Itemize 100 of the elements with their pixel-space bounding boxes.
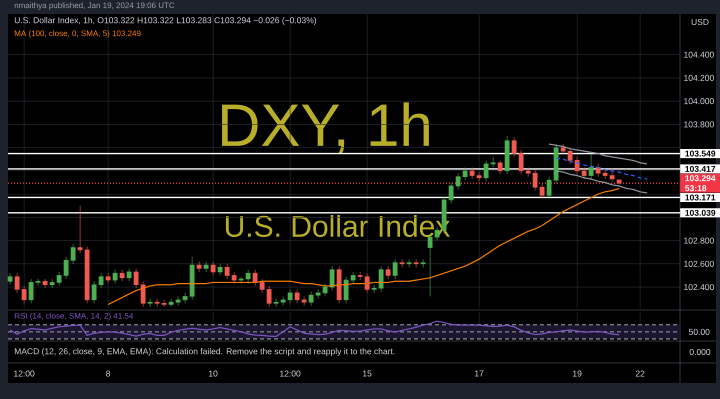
candlestick — [78, 205, 82, 254]
candlestick — [470, 167, 475, 180]
candlestick — [336, 266, 342, 304]
text: MA (100, close, 0, SMA, 5) — [14, 30, 110, 38]
candlestick — [414, 258, 419, 268]
candlestick — [246, 269, 250, 284]
y-tick-label: 104.400 — [684, 52, 714, 58]
candlestick — [302, 296, 307, 306]
candlestick — [64, 256, 68, 280]
line-series — [556, 170, 648, 194]
candlestick — [560, 144, 566, 155]
candlestick — [512, 136, 517, 158]
candlestick — [84, 246, 90, 304]
x-tick-label: 15 — [363, 370, 372, 376]
candlestick — [588, 153, 594, 180]
candlestick — [316, 289, 321, 299]
x-tick-label: 8 — [106, 370, 110, 377]
candlestick — [154, 298, 160, 308]
candlestick — [98, 272, 104, 289]
candlestick — [280, 296, 286, 306]
candlestick — [8, 272, 12, 286]
candlestick — [330, 266, 334, 291]
candlestick — [540, 183, 545, 200]
ref-line-label: 103.549 — [685, 150, 716, 157]
ref-line-label: 103.294 — [685, 175, 716, 182]
candlestick — [386, 266, 391, 280]
candlestick — [14, 272, 20, 294]
candlestick — [120, 269, 125, 282]
candlestick — [28, 278, 34, 304]
ref-line-label: 103.171 — [685, 194, 716, 200]
candlestick — [112, 269, 118, 284]
x-tick-label: 12:00 — [280, 370, 300, 377]
text: 53:18 — [685, 185, 706, 192]
candlestick — [596, 164, 601, 177]
text: MACD (12, 26, close, 9, EMA, EMA): Calculation failed. Remove the script and reapply it to the chart. — [14, 348, 394, 356]
candlestick — [358, 272, 363, 280]
candlestick — [378, 266, 384, 292]
candlestick — [148, 298, 152, 308]
text: DXY, 1h — [222, 102, 429, 154]
candlestick — [210, 261, 216, 276]
series-label: RSI (14, close, SMA, 14, 2) — [14, 312, 111, 320]
candlestick — [554, 144, 558, 184]
candlestick — [350, 272, 356, 284]
candlestick — [190, 256, 194, 300]
candlestick — [252, 269, 258, 286]
candlestick — [126, 268, 132, 282]
candlestick — [532, 169, 538, 191]
candlestick — [420, 258, 426, 268]
candlestick — [56, 272, 62, 286]
candlestick — [196, 261, 202, 272]
candlestick — [574, 156, 580, 175]
y-tick-label: 103.800 — [684, 121, 714, 128]
candlestick — [70, 244, 76, 264]
candlestick — [218, 264, 222, 276]
candlestick — [238, 276, 244, 284]
text: 41.54 — [114, 313, 134, 319]
candlestick — [322, 283, 328, 297]
candlestick — [582, 167, 587, 180]
candlestick — [462, 167, 468, 180]
candlestick — [518, 150, 524, 175]
candlestick — [224, 264, 230, 280]
candlestick — [406, 258, 412, 268]
candlestick — [504, 136, 510, 175]
x-tick-label: 22 — [636, 370, 644, 376]
candlestick — [260, 278, 264, 294]
candlestick — [36, 278, 40, 286]
ref-line-label: 103.417 — [685, 166, 716, 172]
candlestick — [106, 272, 110, 284]
x-tick-label: 19 — [573, 370, 582, 377]
y-tick-label: 104.200 — [684, 74, 714, 81]
candlestick — [134, 268, 138, 289]
text: 0.000 — [690, 348, 710, 356]
x-tick-label: 10 — [209, 370, 218, 377]
candlestick — [602, 169, 608, 180]
y-tick-label: 102.800 — [684, 238, 714, 244]
candlestick — [50, 278, 54, 289]
candlestick — [22, 286, 26, 304]
candlestick — [448, 182, 454, 204]
candlestick — [610, 168, 615, 182]
candlestick — [232, 272, 237, 284]
y-axis-title: USD — [692, 18, 709, 25]
y-tick-label: 102.600 — [684, 260, 714, 267]
candlestick — [92, 280, 96, 304]
candlestick — [168, 298, 174, 308]
candlestick — [568, 147, 573, 164]
candlestick — [176, 296, 180, 306]
candlestick — [288, 289, 292, 304]
y-tick-label: 102.400 — [684, 284, 714, 290]
x-tick-label: 12:00 — [14, 370, 34, 377]
candlestick — [546, 176, 552, 200]
candlestick — [266, 286, 272, 308]
text: nmaithya published, Jan 19, 2024 19:06 UTC — [14, 2, 174, 10]
candlestick — [308, 291, 314, 306]
candlestick — [392, 258, 398, 280]
candlestick — [162, 300, 167, 308]
candlestick — [344, 276, 349, 304]
candlestick — [274, 298, 279, 308]
candlestick — [484, 160, 489, 182]
candlestick — [456, 172, 461, 190]
text: 50.00 — [688, 328, 710, 335]
